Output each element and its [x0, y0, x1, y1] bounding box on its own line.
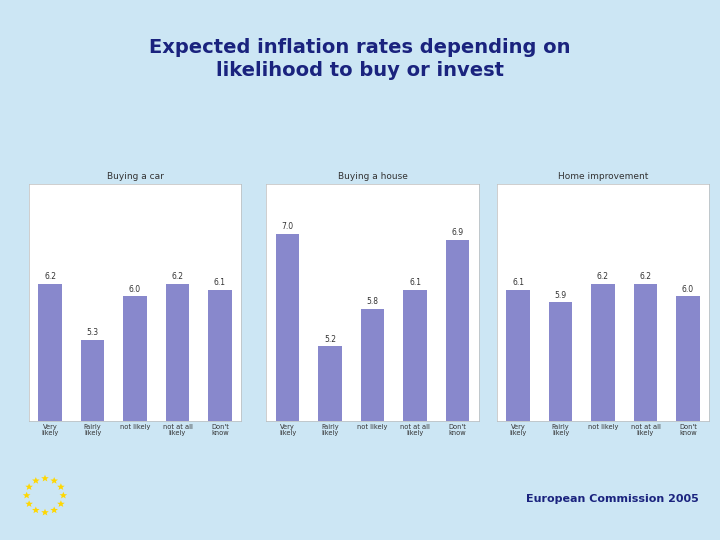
Text: 6.2: 6.2: [44, 272, 56, 281]
Polygon shape: [41, 509, 49, 516]
Polygon shape: [50, 507, 58, 513]
Bar: [318, 346, 342, 540]
Text: European Commission 2005: European Commission 2005: [526, 495, 698, 504]
Text: 6.1: 6.1: [409, 279, 421, 287]
Polygon shape: [41, 475, 49, 482]
Polygon shape: [32, 477, 40, 484]
Text: 6.2: 6.2: [597, 272, 609, 281]
Bar: [38, 284, 62, 540]
Bar: [208, 290, 232, 540]
Text: 5.3: 5.3: [86, 328, 99, 338]
Bar: [403, 290, 427, 540]
Text: 5.2: 5.2: [324, 335, 336, 343]
Text: 6.1: 6.1: [512, 279, 524, 287]
Polygon shape: [23, 492, 30, 498]
Title: Buying a house: Buying a house: [338, 172, 408, 181]
Text: 6.2: 6.2: [171, 272, 184, 281]
Bar: [446, 240, 469, 540]
Polygon shape: [50, 477, 58, 484]
Bar: [506, 290, 530, 540]
Polygon shape: [25, 483, 33, 490]
Bar: [634, 284, 657, 540]
Bar: [591, 284, 615, 540]
Text: 6.9: 6.9: [451, 228, 464, 238]
Bar: [166, 284, 189, 540]
Title: Home improvement: Home improvement: [558, 172, 648, 181]
Bar: [81, 340, 104, 540]
Polygon shape: [57, 483, 65, 490]
Text: 5.9: 5.9: [554, 291, 567, 300]
Bar: [361, 309, 384, 540]
Polygon shape: [32, 507, 40, 513]
Text: Expected inflation rates depending on
likelihood to buy or invest: Expected inflation rates depending on li…: [149, 38, 571, 80]
Text: 7.0: 7.0: [282, 222, 294, 231]
Title: Buying a car: Buying a car: [107, 172, 163, 181]
Bar: [123, 296, 147, 540]
Bar: [276, 234, 300, 540]
Text: 6.1: 6.1: [214, 279, 226, 287]
Bar: [549, 302, 572, 540]
Text: 6.0: 6.0: [129, 285, 141, 294]
Text: 6.0: 6.0: [682, 285, 694, 294]
Bar: [676, 296, 700, 540]
Text: 6.2: 6.2: [639, 272, 652, 281]
Polygon shape: [60, 492, 67, 498]
Polygon shape: [25, 500, 33, 507]
Polygon shape: [57, 500, 65, 507]
Text: 5.8: 5.8: [366, 297, 379, 306]
